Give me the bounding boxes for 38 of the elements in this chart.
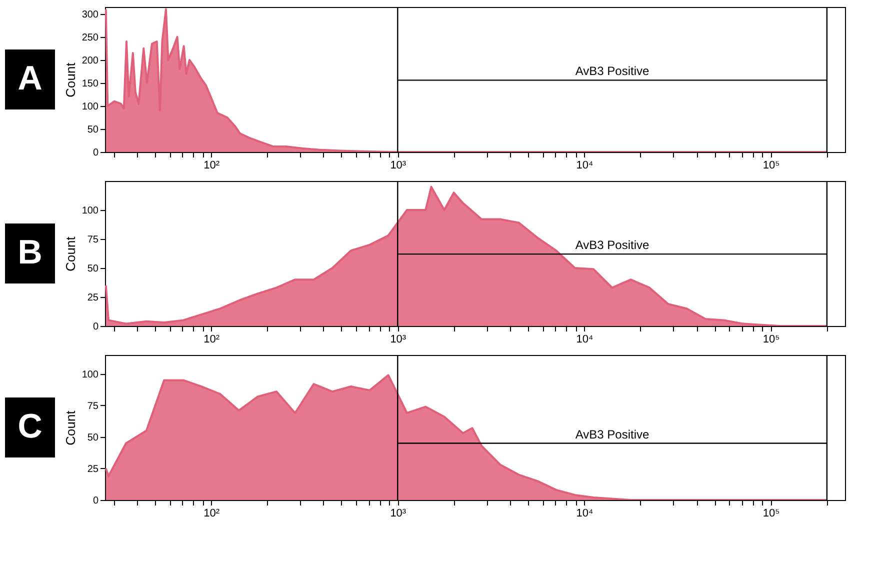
annotation: AvB3 Positive: [575, 238, 650, 252]
y-tick-label: 100: [82, 206, 99, 216]
y-tick-label: 150: [82, 78, 99, 90]
y-tick-label: 100: [82, 101, 99, 112]
y-tick-label: 75: [87, 234, 99, 246]
x-tick-label: 10²: [204, 508, 220, 520]
y-tick-label: 25: [87, 464, 99, 475]
x-tick-label: 10⁵: [762, 508, 780, 520]
y-tick-label: 75: [87, 400, 99, 412]
x-tick-label: 10⁴: [576, 160, 594, 172]
y-axis-title: Count: [62, 410, 78, 446]
annotation: AvB3 Positive: [575, 64, 650, 78]
x-tick-label: 10³: [390, 160, 406, 172]
y-tick-label: 250: [82, 32, 99, 44]
x-tick-label: 10²: [204, 334, 220, 346]
x-tick-label: 10³: [390, 508, 406, 520]
annotation: AvB3 Positive: [575, 427, 650, 442]
y-axis-title: Count: [62, 236, 78, 272]
y-tick-label: 50: [87, 432, 99, 444]
y-tick-label: 300: [82, 9, 99, 20]
text: A: [18, 60, 42, 98]
y-tick-label: 0: [92, 496, 99, 506]
y-tick-label: 0: [92, 322, 99, 332]
x-tick-label: 10⁴: [576, 508, 594, 520]
x-tick-label: 10²: [204, 160, 220, 172]
text: C: [18, 408, 42, 446]
x-tick-label: 10⁴: [576, 334, 594, 346]
y-tick-label: 200: [82, 55, 99, 66]
y-tick-label: 50: [87, 264, 99, 274]
y-tick-label: 25: [87, 292, 99, 304]
y-tick-label: 50: [87, 124, 99, 136]
text: B: [18, 234, 42, 272]
y-tick-label: 0: [92, 148, 99, 158]
y-axis-title: Count: [62, 62, 78, 98]
y-tick-label: 100: [82, 369, 99, 380]
x-tick-label: 10⁵: [762, 160, 780, 172]
x-tick-label: 10⁵: [762, 334, 780, 346]
x-tick-label: 10³: [390, 334, 406, 346]
